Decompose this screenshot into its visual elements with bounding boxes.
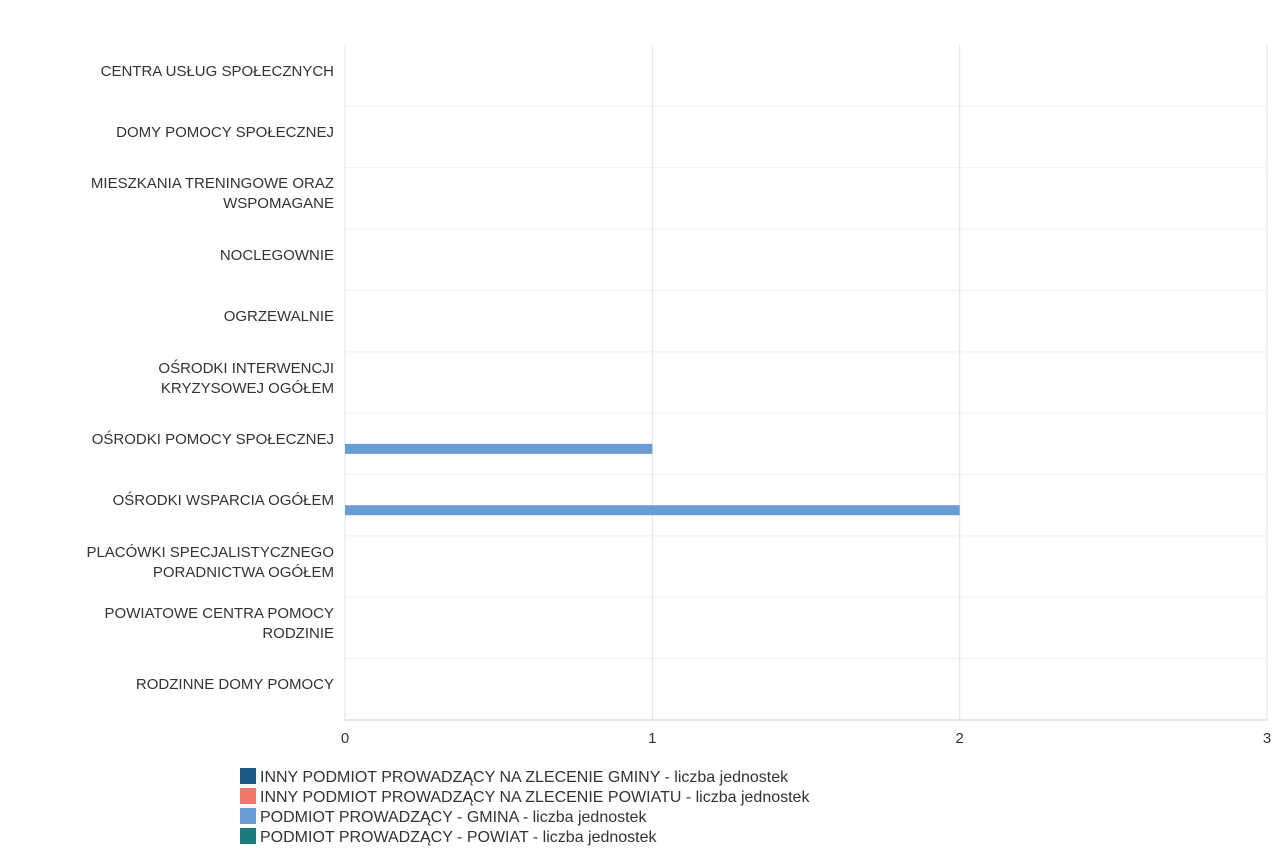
legend-swatch xyxy=(240,788,256,804)
y-tick-label: OGRZEWALNIE xyxy=(223,308,334,326)
x-tick-label: 0 xyxy=(340,730,350,747)
legend-swatch xyxy=(240,828,256,844)
y-tick-label: CENTRA USŁUG SPOŁECZNYCH xyxy=(100,62,334,80)
legend-entry: PODMIOT PROWADZĄCY - GMINA - liczba jedn… xyxy=(240,808,646,828)
legend-swatch xyxy=(240,808,256,824)
x-tick-label: 2 xyxy=(955,730,964,747)
y-tick-label: RODZINNE DOMY POMOCY xyxy=(135,676,334,694)
y-tick-label: POWIATOWE CENTRA POMOCY RODZINIE xyxy=(104,604,334,642)
y-tick-label: OŚRODKI POMOCY SPOŁECZNEJ xyxy=(91,430,334,448)
legend-entry: INNY PODMIOT PROWADZĄCY NA ZLECENIE POWI… xyxy=(240,788,809,808)
y-tick-label: OŚRODKI WSPARCIA OGÓŁEM xyxy=(112,492,334,510)
y-tick-label: DOMY POMOCY SPOŁECZNEJ xyxy=(116,124,334,142)
legend-swatch xyxy=(240,768,256,784)
y-tick-label: NOCLEGOWNIE xyxy=(219,246,334,264)
legend-entry: PODMIOT PROWADZĄCY - POWIAT - liczba jed… xyxy=(240,828,657,848)
y-tick-label: OŚRODKI INTERWENCJI KRYZYSOWEJ OGÓŁEM xyxy=(158,359,334,397)
legend-entry: INNY PODMIOT PROWADZĄCY NA ZLECENIE GMIN… xyxy=(240,768,788,788)
y-tick-label: MIESZKANIA TRENINGOWE ORAZ WSPOMAGANE xyxy=(90,175,334,213)
legend-label: PODMIOT PROWADZĄCY - POWIAT - liczba jed… xyxy=(260,829,657,846)
bar xyxy=(345,443,653,454)
legend-label: INNY PODMIOT PROWADZĄCY NA ZLECENIE GMIN… xyxy=(260,769,789,786)
x-tick-label: 3 xyxy=(1262,730,1272,747)
y-tick-label: PLACÓWKI SPECJALISTYCZNEGO PORADNICTWA O… xyxy=(86,543,334,581)
x-tick-label: 1 xyxy=(648,730,657,747)
legend-label: PODMIOT PROWADZĄCY - GMINA - liczba jedn… xyxy=(260,809,647,826)
legend-label: INNY PODMIOT PROWADZĄCY NA ZLECENIE POWI… xyxy=(260,789,810,806)
bar xyxy=(345,505,960,516)
